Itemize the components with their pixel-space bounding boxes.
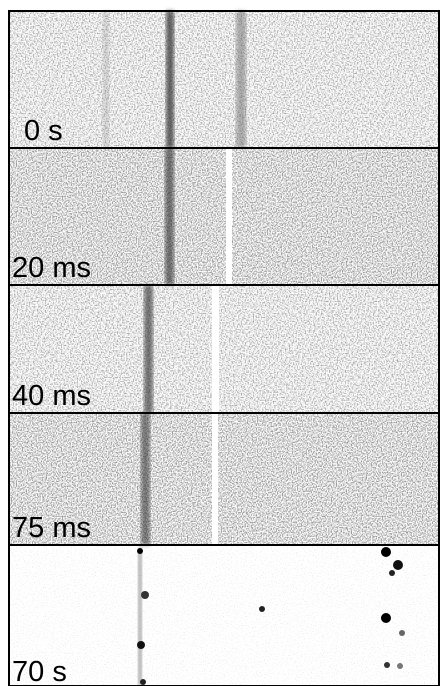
panel-label: 20 ms [12,252,91,284]
panel: 20 ms [9,148,439,285]
panel: 0 s [9,11,439,148]
panel: 75 ms [9,413,439,545]
panel: 40 ms [9,285,439,413]
panel: 70 s [9,545,439,686]
figure: 0 s 20 ms 40 ms 75 ms [0,0,440,686]
panel-label: 75 ms [12,512,91,544]
panel-label: 40 ms [12,380,91,412]
panel-label: 0 s [24,115,63,147]
panel-label: 70 s [12,656,67,686]
